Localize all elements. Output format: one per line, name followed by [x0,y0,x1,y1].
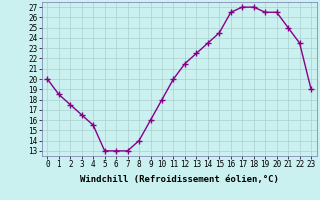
X-axis label: Windchill (Refroidissement éolien,°C): Windchill (Refroidissement éolien,°C) [80,175,279,184]
